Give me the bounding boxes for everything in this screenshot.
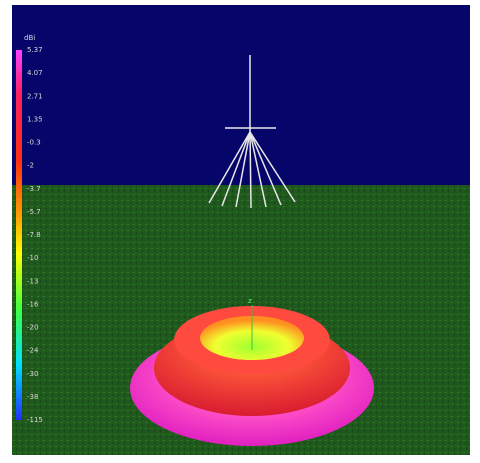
- sky: [12, 5, 470, 185]
- colorbar: [16, 50, 22, 420]
- colorbar-label: -115: [27, 416, 43, 424]
- colorbar-label: -7.8: [27, 231, 41, 239]
- colorbar-label: -0.3: [27, 139, 41, 147]
- colorbar-labels: 5.37 4.07 2.71 1.35 -0.3 -2 -3.7 -5.7 -7.8 -10 -13…: [27, 46, 43, 424]
- colorbar-label: -2: [27, 162, 34, 170]
- colorbar-label: 5.37: [27, 46, 43, 54]
- colorbar-unit: dBi: [24, 34, 35, 42]
- colorbar-label: 2.71: [27, 92, 43, 100]
- colorbar-label: -38: [27, 393, 38, 401]
- colorbar-label: -13: [27, 277, 38, 285]
- colorbar-label: -24: [27, 347, 39, 355]
- axis-label: z: [248, 297, 252, 305]
- colorbar-label: -5.7: [27, 208, 41, 216]
- colorbar-label: -3.7: [27, 185, 41, 193]
- radiation-pattern: [130, 305, 374, 446]
- colorbar-label: -10: [27, 254, 38, 262]
- colorbar-label: -30: [27, 370, 38, 378]
- antenna: [208, 55, 296, 209]
- colorbar-label: 1.35: [27, 115, 43, 123]
- colorbar-label: -20: [27, 324, 38, 332]
- colorbar-label: 4.07: [27, 69, 43, 77]
- colorbar-label: -16: [27, 300, 39, 308]
